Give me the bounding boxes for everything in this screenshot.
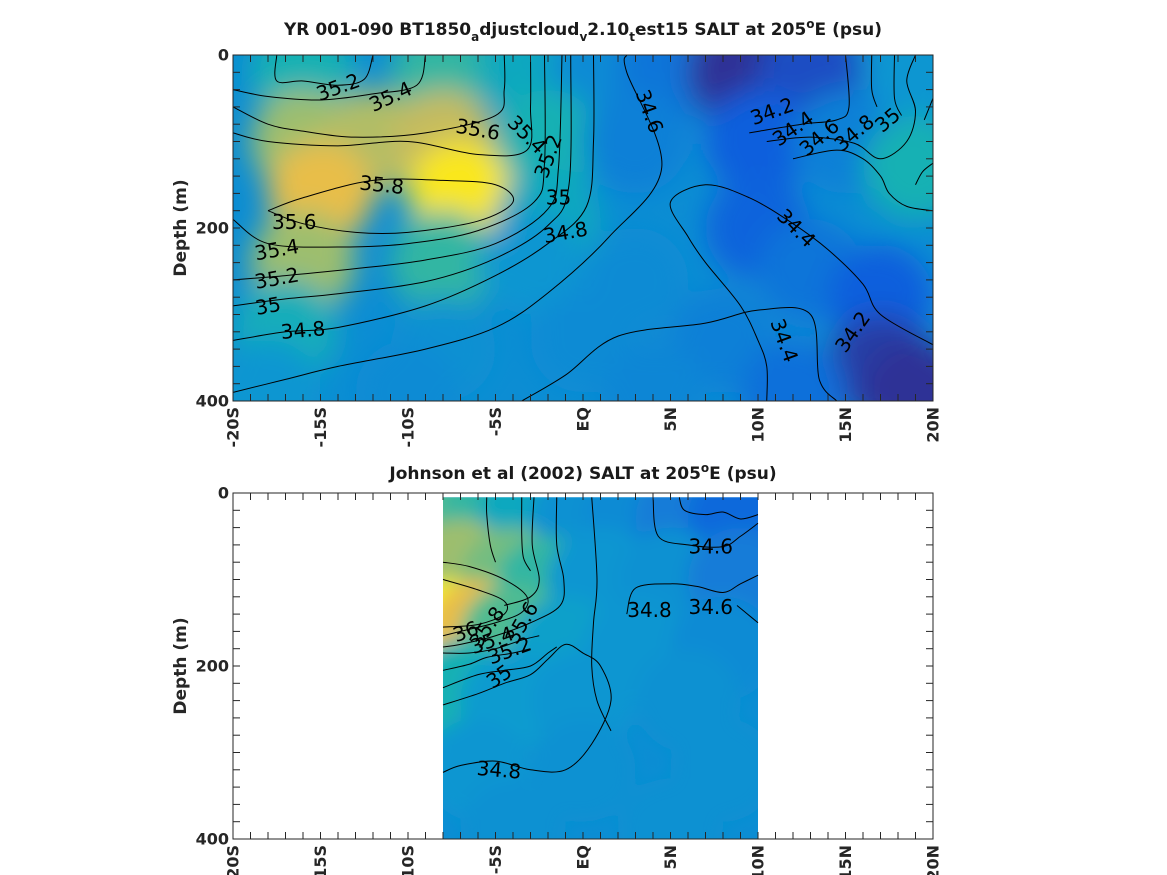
top-panel-contour-14 bbox=[792, 149, 933, 212]
bottom-panel-contour-5 bbox=[442, 579, 509, 628]
top-panel-title: YR 001-090 BT1850adjustcloudv2.10test15 … bbox=[283, 17, 882, 44]
top-panel-contour-label-8: 35.6 bbox=[272, 210, 317, 234]
bottom-panel-contour-11 bbox=[626, 574, 759, 615]
bottom-panel-contour-7 bbox=[442, 648, 531, 671]
top-panel-field-cell-11 bbox=[495, 89, 601, 194]
top-panel-xtick-label-7: 15N bbox=[836, 407, 855, 443]
top-panel-ticks bbox=[232, 54, 934, 402]
bottom-panel-contour-label-6: 34.8 bbox=[627, 598, 672, 622]
bottom-panel-ytick-label-2: 400 bbox=[196, 830, 229, 849]
top-panel-field-cell-33 bbox=[600, 340, 706, 401]
top-panel-xtick-label-0: -20S bbox=[224, 407, 243, 447]
top-panel-contour-label-3: 35.8 bbox=[358, 170, 405, 199]
top-panel-ylabel: Depth (m) bbox=[171, 179, 191, 276]
bottom-panel-field-cells bbox=[443, 497, 758, 839]
top-panel-field-cell-35 bbox=[863, 340, 933, 401]
bottom-panel-xtick-label-8: 20N bbox=[924, 845, 943, 875]
bottom-panel-contour-1 bbox=[521, 497, 531, 572]
top-panel-field-cell-15 bbox=[863, 115, 933, 220]
bottom-panel-contour-3 bbox=[442, 497, 565, 648]
bottom-panel-contour-2 bbox=[504, 497, 540, 606]
top-panel-contour-label-12: 34.8 bbox=[280, 316, 326, 344]
bottom-panel-contours bbox=[442, 497, 759, 773]
bottom-panel-ylabel: Depth (m) bbox=[171, 617, 191, 714]
top-panel-contour-label-6: 35 bbox=[546, 186, 571, 210]
top-panel-contour-18 bbox=[893, 55, 902, 116]
bottom-panel-xtick-label-3: -5S bbox=[486, 845, 505, 874]
bottom-panel-field bbox=[443, 497, 758, 839]
top-panel-contour-9 bbox=[233, 55, 663, 393]
bottom-panel-contour-8 bbox=[442, 646, 558, 689]
bottom-panel-contour-6 bbox=[442, 635, 540, 654]
bottom-panel-contour-4 bbox=[442, 561, 529, 637]
bottom-panel-contour-10 bbox=[591, 497, 612, 732]
top-panel-contour-10 bbox=[521, 306, 838, 401]
top-panel-contour-8 bbox=[233, 55, 595, 341]
bottom-panel-xtick-label-4: EQ bbox=[574, 845, 593, 870]
top-panel-xtick-label-5: 5N bbox=[661, 407, 680, 432]
top-panel-contour-6 bbox=[233, 55, 563, 281]
top-panel: YR 001-090 BT1850adjustcloudv2.10test15 … bbox=[171, 17, 943, 447]
bottom-panel-xtick-label-6: 10N bbox=[749, 845, 768, 875]
bottom-panel-ytick-labels: 0 200 400 bbox=[196, 484, 229, 849]
top-panel-xtick-labels: -20S -15S -10S -5S EQ 5N 10N 15N 20N bbox=[224, 407, 943, 447]
bottom-panel-field-cell-24 bbox=[530, 717, 636, 822]
top-panel-ytick-label-0: 0 bbox=[218, 46, 229, 65]
bottom-panel-contour-0 bbox=[485, 497, 496, 563]
bottom-panel-xtick-label-1: -15S bbox=[311, 845, 330, 875]
bottom-panel-contour-9 bbox=[442, 643, 612, 773]
top-panel-contour-label-11: 35 bbox=[253, 292, 282, 320]
top-panel-field-cell-31 bbox=[233, 340, 321, 401]
bottom-panel-xtick-label-0: -20S bbox=[224, 845, 243, 875]
bottom-panel-xtick-label-5: 5N bbox=[661, 845, 680, 870]
top-panel-contour-7 bbox=[233, 55, 572, 307]
bottom-panel: Johnson et al (2002) SALT at 205oE (psu)… bbox=[171, 461, 943, 875]
bottom-panel-xtick-labels: -20S -15S -10S -5S EQ 5N 10N 15N 20N bbox=[224, 845, 943, 875]
top-panel-field-cell-32 bbox=[355, 340, 461, 401]
bottom-panel-xtick-label-7: 15N bbox=[836, 845, 855, 875]
bottom-panel-field-cell-26 bbox=[460, 778, 566, 839]
top-panel-field bbox=[233, 55, 933, 401]
top-panel-ytick-label-2: 400 bbox=[196, 392, 229, 411]
top-panel-contour-0 bbox=[274, 55, 374, 86]
top-panel-xtick-label-4: EQ bbox=[574, 407, 593, 432]
top-panel-xtick-label-1: -15S bbox=[311, 407, 330, 447]
top-panel-contour-13 bbox=[749, 55, 850, 134]
top-panel-contour-11 bbox=[669, 184, 933, 401]
bottom-panel-contour-label-8: 34.6 bbox=[688, 595, 733, 619]
top-panel-contour-1 bbox=[233, 55, 426, 101]
top-panel-contour-15 bbox=[915, 162, 933, 185]
bottom-panel-contour-13 bbox=[678, 497, 759, 520]
top-panel-xtick-label-6: 10N bbox=[749, 407, 768, 443]
bottom-panel-field-cell-27 bbox=[618, 778, 723, 839]
bottom-panel-ytick-label-1: 200 bbox=[196, 657, 229, 676]
top-panel-xtick-label-8: 20N bbox=[924, 407, 943, 443]
bottom-panel-ticks bbox=[232, 492, 934, 840]
top-panel-contour-12 bbox=[766, 55, 917, 160]
bottom-panel-ytick-label-0: 0 bbox=[218, 484, 229, 503]
top-panel-xtick-label-3: -5S bbox=[486, 407, 505, 436]
top-panel-xtick-label-2: -10S bbox=[399, 407, 418, 447]
top-panel-ytick-label-1: 200 bbox=[196, 219, 229, 238]
bottom-panel-field-clip bbox=[443, 497, 758, 839]
top-panel-contours bbox=[233, 55, 933, 401]
bottom-panel-contour-label-7: 34.6 bbox=[688, 535, 733, 559]
top-panel-contour-4 bbox=[267, 178, 515, 235]
bottom-panel-contour-label-9: 34.8 bbox=[476, 756, 522, 784]
top-panel-field-cell-13 bbox=[705, 89, 811, 194]
top-panel-contour-2 bbox=[233, 55, 506, 138]
top-panel-contour-5 bbox=[233, 55, 546, 248]
bottom-panel-xtick-label-2: -10S bbox=[399, 845, 418, 875]
bottom-panel-contour-14 bbox=[736, 605, 759, 624]
top-panel-contour-17 bbox=[870, 55, 878, 108]
top-panel-ytick-labels: 0 200 400 bbox=[196, 46, 229, 411]
bottom-panel-title: Johnson et al (2002) SALT at 205oE (psu) bbox=[388, 461, 776, 484]
top-panel-contour-3 bbox=[233, 55, 533, 157]
bottom-panel-contour-12 bbox=[652, 497, 759, 548]
